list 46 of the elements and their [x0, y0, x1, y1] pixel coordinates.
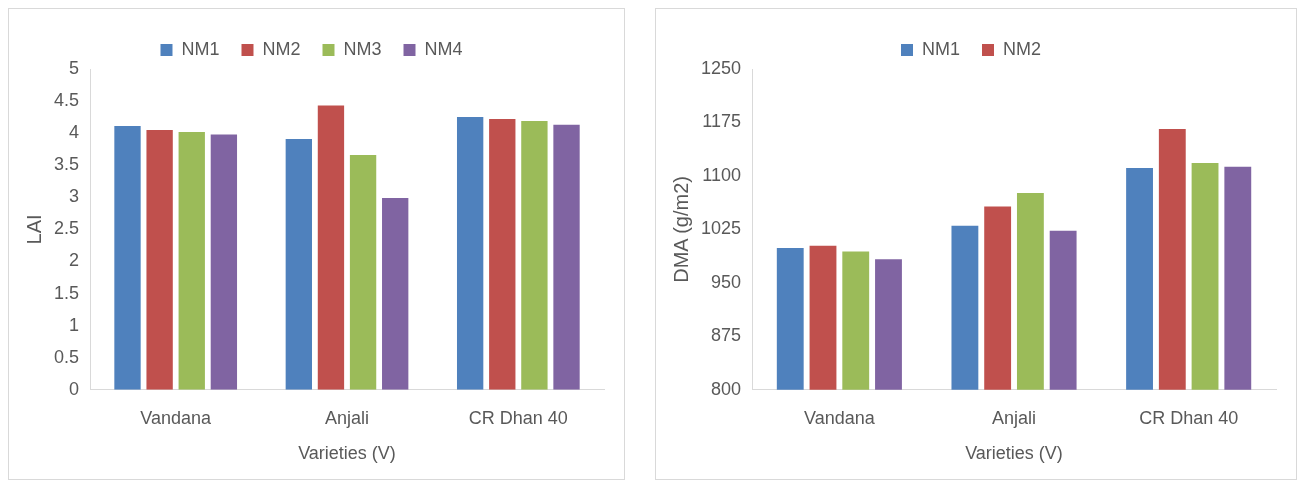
y-tick-label: 875	[711, 325, 742, 346]
x-tick-label: CR Dhan 40	[1139, 407, 1239, 428]
y-tick-label: 2	[69, 250, 80, 271]
bar	[349, 154, 377, 390]
legend-label: NM3	[343, 38, 382, 59]
y-tick-label: 0.5	[53, 346, 80, 367]
y-tick-label: 0	[69, 378, 80, 399]
x-tick-label: CR Dhan 40	[468, 407, 568, 428]
y-tick-label: 1025	[701, 218, 742, 239]
bar	[382, 197, 409, 390]
x-tick-label: Anjali	[325, 407, 370, 428]
x-tick-label: Vandana	[140, 407, 213, 428]
y-tick-label: 3.5	[53, 154, 80, 175]
bar	[210, 134, 238, 390]
legend-label: NM1	[922, 38, 961, 59]
y-tick-label: 950	[711, 271, 742, 292]
x-axis-title: Varieties (V)	[298, 443, 396, 464]
x-axis-title: Varieties (V)	[965, 443, 1063, 464]
bar	[553, 124, 580, 390]
y-tick-label: 3	[69, 186, 80, 207]
y-tick-label: 1175	[702, 111, 742, 132]
y-axis-title: LAI	[22, 214, 45, 245]
bar	[178, 131, 205, 390]
y-tick-label: 1.5	[53, 282, 80, 303]
y-tick-label: 1100	[702, 164, 742, 185]
y-tick-label: 1250	[701, 57, 742, 78]
legend-label: NM1	[181, 38, 220, 59]
bar	[317, 105, 345, 390]
x-tick-label: Vandana	[804, 407, 876, 428]
legend-label: NM2	[1003, 38, 1042, 59]
legend-label: NM2	[262, 38, 301, 59]
legend-label: NM4	[424, 38, 463, 59]
y-tick-label: 1	[69, 314, 80, 335]
bar	[456, 117, 484, 390]
y-tick-label: 2.5	[53, 218, 80, 239]
bar	[489, 119, 516, 390]
y-tick-label: 800	[711, 378, 742, 399]
x-tick-label: Anjali	[992, 407, 1037, 428]
bar	[521, 120, 548, 390]
y-axis-title: DMA (g/m2)	[669, 176, 692, 283]
bar	[285, 138, 312, 390]
bar	[114, 126, 141, 390]
y-tick-label: 4	[69, 122, 80, 143]
y-tick-label: 5	[69, 57, 80, 78]
y-tick-label: 4.5	[53, 90, 80, 111]
bar	[146, 129, 173, 390]
